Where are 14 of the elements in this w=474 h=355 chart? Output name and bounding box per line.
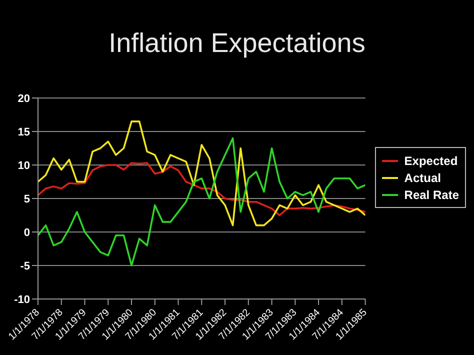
y-tick-label: 15 bbox=[18, 126, 30, 138]
y-tick-label: 0 bbox=[24, 226, 30, 239]
line-series bbox=[38, 137, 366, 266]
legend-label: Real Rate bbox=[404, 188, 459, 202]
y-tick-label: 5 bbox=[24, 193, 30, 206]
y-tick-label: 20 bbox=[18, 92, 30, 105]
y-tick-label: 10 bbox=[18, 160, 30, 172]
legend-label: Expected bbox=[404, 154, 458, 168]
legend-label: Actual bbox=[404, 170, 441, 184]
line-series bbox=[38, 162, 366, 216]
line-series bbox=[38, 120, 366, 226]
chart-title: Inflation Expectations bbox=[108, 28, 366, 59]
y-tick-label: -10 bbox=[14, 294, 30, 306]
y-tick-label: -5 bbox=[20, 260, 30, 272]
